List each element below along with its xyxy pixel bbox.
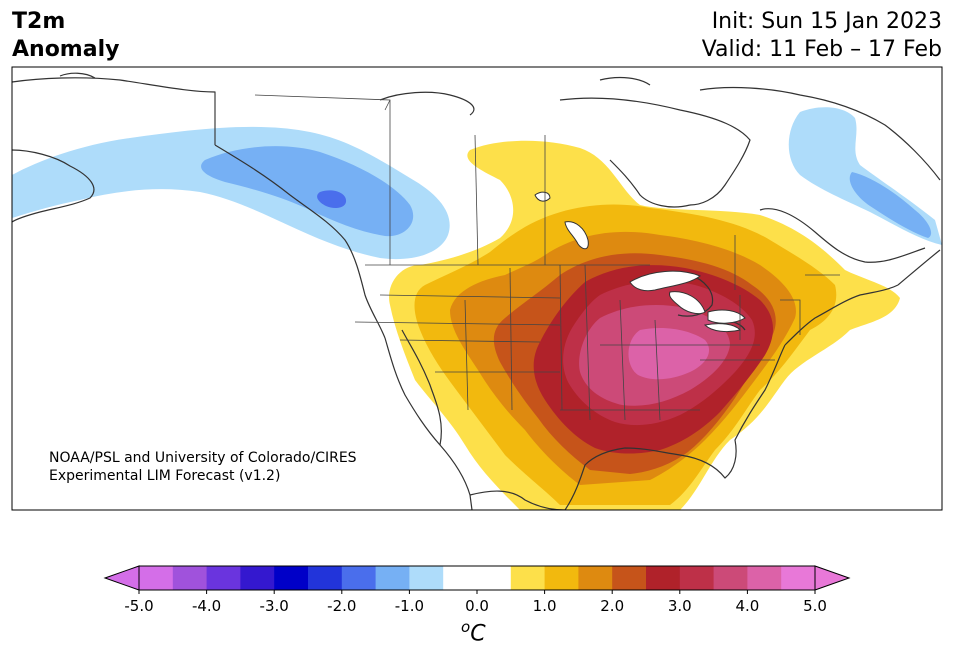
credit-text: NOAA/PSL and University of Colorado/CIRE… (49, 449, 357, 485)
colorbar-cell (139, 566, 174, 590)
colorbar-ticks: -5.0 -4.0 -3.0 -2.0 -1.0 0.0 1.0 2.0 3.0 4.0 5.0 (124, 590, 827, 615)
colorbar-tick-label: 5.0 (803, 597, 827, 615)
colorbar-cell (646, 566, 681, 590)
map-frame (11, 66, 943, 511)
unit-letter: C (470, 621, 486, 647)
credit-line-1: NOAA/PSL and University of Colorado/CIRE… (49, 450, 357, 466)
colorbar-cell (206, 566, 241, 590)
cold-region-3c (317, 190, 347, 208)
colorbar-under-arrow (103, 565, 140, 591)
colorbar-cell (240, 566, 275, 590)
init-date: Init: Sun 15 Jan 2023 (711, 9, 942, 34)
colorbar-cell (172, 566, 208, 590)
credit-line-2: Experimental LIM Forecast (v1.2) (49, 468, 281, 484)
colorbar-cell (612, 566, 647, 590)
variable-label: T2m (12, 9, 66, 34)
colorbar-cell (679, 566, 715, 590)
colorbar-cell (341, 566, 377, 590)
valid-range: Valid: 11 Feb – 17 Feb (701, 37, 942, 62)
colorbar-tick-label: 3.0 (668, 597, 692, 615)
colorbar-tick-label: 0.0 (465, 597, 489, 615)
colorbar-cell (308, 566, 343, 590)
cold-region-ne-2c (849, 172, 932, 238)
colorbar-unit: oC (461, 618, 486, 646)
warm-region-4c (628, 328, 710, 380)
colorbar-cell (544, 566, 579, 590)
colorbar-cell (713, 566, 748, 590)
colorbar-tick-label: 2.0 (600, 597, 624, 615)
colorbar-tick-label: -3.0 (260, 597, 289, 615)
colorbar-cell (510, 566, 546, 590)
colorbar-over-arrow (814, 565, 851, 591)
colorbar-cell (477, 566, 512, 590)
colorbar-tick-label: 4.0 (735, 597, 759, 615)
colorbar-cell (781, 566, 816, 590)
colorbar-cell (578, 566, 613, 590)
colorbar-cell (375, 566, 410, 590)
degree-sup: o (461, 618, 471, 636)
colorbar-cell (409, 566, 444, 590)
anomaly-label: Anomaly (12, 37, 120, 62)
colorbar-tick-label: 1.0 (533, 597, 557, 615)
colorbar-cell (443, 566, 478, 590)
colorbar-cells (139, 566, 816, 590)
forecast-dates: Init: Sun 15 Jan 2023 Valid: 11 Feb – 17… (702, 8, 942, 64)
colorbar-tick-label: -2.0 (327, 597, 356, 615)
map-title: T2m Anomaly (12, 8, 119, 64)
political-borders (214, 92, 840, 421)
lakes (534, 191, 746, 333)
colorbar-tick-label: -5.0 (124, 597, 153, 615)
colorbar-cell (747, 566, 782, 590)
colorbar-tick-label: -4.0 (192, 597, 221, 615)
colorbar-tick-label: -1.0 (395, 597, 424, 615)
colorbar-cell (274, 566, 309, 590)
